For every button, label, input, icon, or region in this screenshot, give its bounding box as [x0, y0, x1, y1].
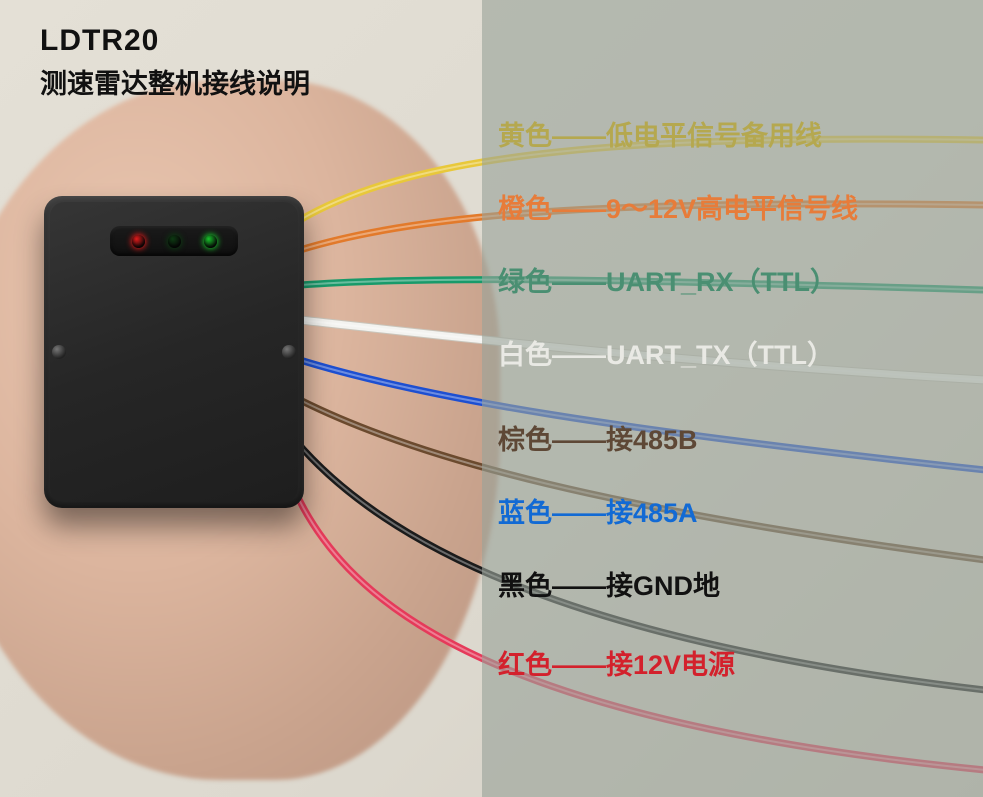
led-dark-icon	[168, 235, 181, 248]
screw-right-icon	[282, 345, 296, 359]
legend-yellow: 黄色——低电平信号备用线	[498, 114, 822, 153]
legend-brown: 棕色——接485B	[498, 418, 698, 457]
legend-green: 绿色——UART_RX（TTL）	[498, 260, 837, 299]
legend-orange: 橙色——9～12V高电平信号线	[498, 187, 858, 226]
title-block: LDTR20 测速雷达整机接线说明	[40, 24, 310, 101]
led-green-icon	[204, 235, 217, 248]
legend-white: 白色——UART_TX（TTL）	[498, 333, 834, 372]
legend-blue: 蓝色——接485A	[498, 491, 698, 530]
legend-black: 黑色——接GND地	[498, 564, 720, 603]
led-red-icon	[132, 235, 145, 248]
title-model: LDTR20	[40, 24, 310, 58]
radar-device	[44, 196, 304, 508]
legend-red: 红色——接12V电源	[498, 643, 735, 682]
led-strip	[110, 226, 238, 256]
stage: LDTR20 测速雷达整机接线说明 黄色——低电平信号备用线橙色——9～12V高…	[0, 0, 983, 797]
screw-left-icon	[52, 345, 66, 359]
title-subtitle: 测速雷达整机接线说明	[40, 62, 310, 101]
